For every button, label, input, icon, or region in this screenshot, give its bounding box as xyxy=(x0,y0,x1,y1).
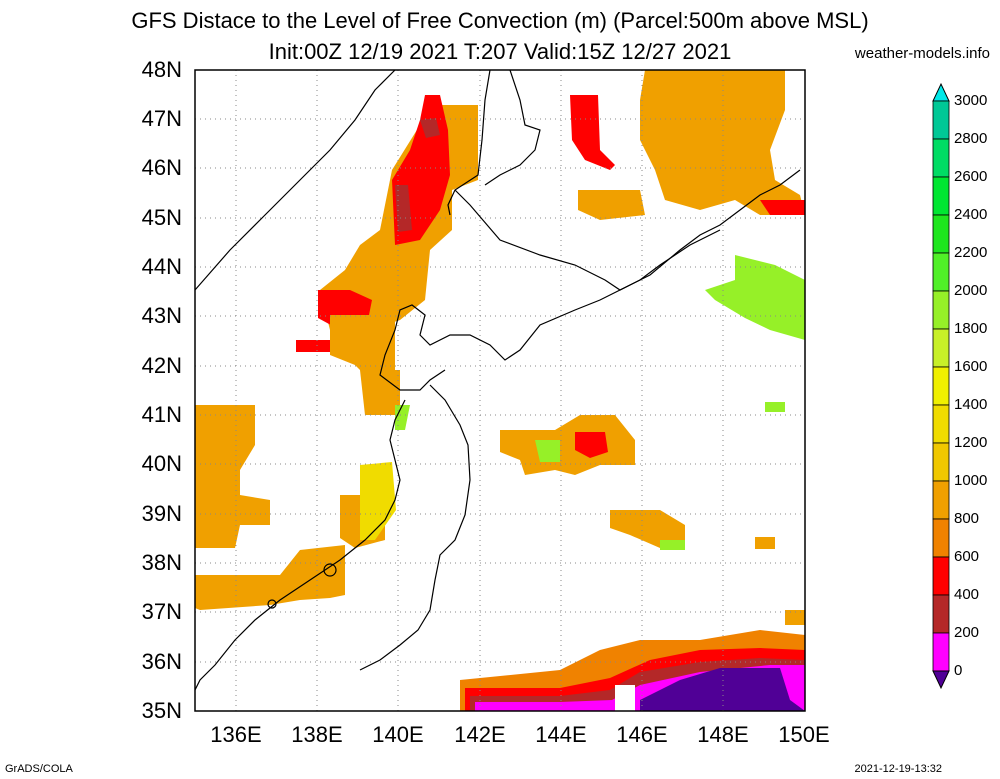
colorbar-box xyxy=(932,214,950,254)
coast-honshu-west xyxy=(195,399,406,691)
field-patch-orange-41 xyxy=(360,370,400,415)
map-gridlines xyxy=(195,70,805,711)
colorbar-label: 400 xyxy=(954,586,980,603)
colorbar-box xyxy=(932,138,950,178)
coast-honshu-east xyxy=(359,384,471,671)
colorbar-label: 1400 xyxy=(954,396,988,413)
source-site: weather-models.info xyxy=(854,45,990,62)
colorbar-box xyxy=(932,480,950,520)
colorbar-label: 200 xyxy=(954,624,980,641)
coastlines xyxy=(195,70,801,691)
coast-hokkaido-south xyxy=(379,289,621,391)
y-tick-label: 44N xyxy=(141,254,182,279)
footer-software: GrADS/COLA xyxy=(5,763,73,775)
x-tick-label: 138E xyxy=(291,722,343,747)
y-tick-label: 40N xyxy=(141,451,182,476)
y-tick-label: 35N xyxy=(141,698,182,723)
field-patch-kuril-red xyxy=(570,95,615,170)
colorbar xyxy=(932,82,950,690)
field-patch-orange-43 xyxy=(330,315,395,380)
coast-mainland xyxy=(195,70,396,291)
colorbar-label: 1800 xyxy=(954,320,988,337)
colorbar-label: 2200 xyxy=(954,244,988,261)
chart-subtitle: Init:00Z 12/19 2021 T:207 Valid:15Z 12/2… xyxy=(268,39,732,64)
colorbar-label: 0 xyxy=(954,662,963,679)
colorbar-top-arrow xyxy=(932,82,950,102)
x-tick-label: 140E xyxy=(372,722,424,747)
x-tick-label: 150E xyxy=(778,722,830,747)
x-tick-label: 148E xyxy=(697,722,749,747)
y-tick-label: 47N xyxy=(141,106,182,131)
field-patch-west-orange-41 xyxy=(195,405,270,548)
colorbar-box xyxy=(932,100,950,140)
x-tick-label: 142E xyxy=(454,722,506,747)
coast-sakhalin-west xyxy=(447,70,491,216)
coast-sakhalin-east xyxy=(484,70,541,186)
field-patch-sakhalin-brown xyxy=(395,185,412,232)
y-tick-label: 48N xyxy=(141,57,182,82)
field-patch-south-white xyxy=(615,685,635,711)
field-patch-east-orange2 xyxy=(755,537,775,549)
coast-island-sado xyxy=(323,563,337,577)
colorbar-box xyxy=(932,328,950,368)
colorbar-label: 2800 xyxy=(954,130,988,147)
field-patch-south-purple xyxy=(640,668,805,711)
field-patch-pacific-orange-39 xyxy=(610,510,685,548)
y-tick-label: 45N xyxy=(141,205,182,230)
coast-kuril-islands xyxy=(619,229,721,291)
field-patch-kuril-red2 xyxy=(760,200,805,215)
y-tick-label: 46N xyxy=(141,155,182,180)
y-tick-label: 39N xyxy=(141,501,182,526)
x-tick-label: 146E xyxy=(616,722,668,747)
colorbar-box xyxy=(932,404,950,444)
field-patch-pacific-lime-40 xyxy=(535,440,560,462)
footer-timestamp: 2021-12-19-13:32 xyxy=(854,763,942,775)
colorbar-bottom-arrow xyxy=(932,670,950,690)
field-patch-pacific-orange-40 xyxy=(500,415,635,475)
colorbar-label: 600 xyxy=(954,548,980,565)
colorbar-label: 1000 xyxy=(954,472,988,489)
x-tick-label: 144E xyxy=(535,722,587,747)
y-tick-label: 42N xyxy=(141,353,182,378)
field-patch-pacific-red-40 xyxy=(575,432,608,458)
colorbar-box xyxy=(932,366,950,406)
colorbar-box xyxy=(932,442,950,482)
field-patch-red-row xyxy=(296,340,330,352)
y-tick-label: 36N xyxy=(141,649,182,674)
colorbar-box xyxy=(932,556,950,596)
colorbar-label: 1200 xyxy=(954,434,988,451)
coast-island-oki xyxy=(267,599,277,609)
colorbar-box xyxy=(932,252,950,292)
chart-title: GFS Distace to the Level of Free Convect… xyxy=(131,8,869,33)
lfc-field xyxy=(195,70,805,711)
colorbar-box xyxy=(932,518,950,558)
colorbar-box xyxy=(932,290,950,330)
field-patch-honshu-yellow xyxy=(360,462,396,540)
colorbar-box xyxy=(932,632,950,672)
field-patch-east-lime xyxy=(765,402,785,412)
colorbar-label: 1600 xyxy=(954,358,988,375)
y-tick-label: 37N xyxy=(141,599,182,624)
colorbar-box xyxy=(932,176,950,216)
field-patch-west-orange-37 xyxy=(195,545,345,610)
colorbar-label: 800 xyxy=(954,510,980,527)
field-patch-east-orange xyxy=(785,610,805,625)
colorbar-label: 2400 xyxy=(954,206,988,223)
map-frame xyxy=(194,69,806,712)
field-patch-kuril-orange2 xyxy=(578,190,645,220)
field-patch-kuril-orange xyxy=(640,70,805,215)
y-tick-label: 43N xyxy=(141,303,182,328)
colorbar-label: 2000 xyxy=(954,282,988,299)
coast-hokkaido xyxy=(454,169,801,291)
y-tick-label: 38N xyxy=(141,550,182,575)
colorbar-box xyxy=(932,594,950,634)
x-tick-label: 136E xyxy=(210,722,262,747)
field-patch-sakhalin-brown2 xyxy=(420,118,440,138)
colorbar-label: 3000 xyxy=(954,92,988,109)
field-patch-kamchatka-lime xyxy=(705,255,805,340)
colorbar-label: 2600 xyxy=(954,168,988,185)
y-tick-label: 41N xyxy=(141,402,182,427)
field-patch-pacific-lime-38 xyxy=(660,540,685,550)
